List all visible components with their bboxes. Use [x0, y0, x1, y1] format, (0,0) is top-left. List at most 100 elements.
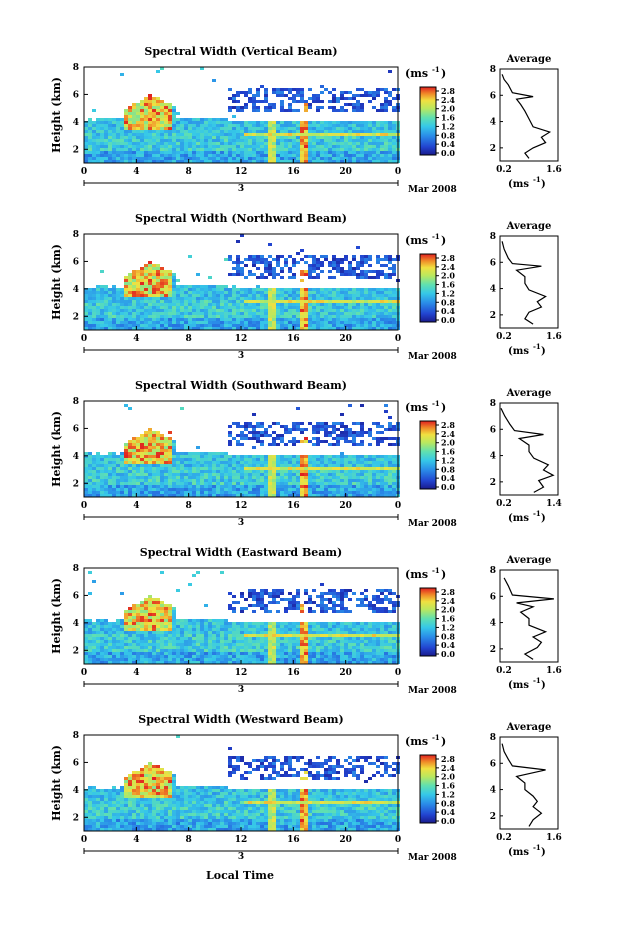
x-tick-label: 16 [287, 334, 300, 344]
colorbar-unit: (ms [405, 735, 428, 748]
panel-4: Spectral Width (Eastward Beam) 2 4 6 8 Height… [50, 546, 562, 696]
average-y-tick-label: 6 [490, 592, 496, 602]
y-tick-label: 8 [73, 564, 79, 574]
heatmap-cells [84, 571, 400, 664]
colorbar-tick-label: 1.6 [441, 447, 455, 457]
colorbar-unit-exponent: -1 [432, 733, 440, 742]
average-title: Average [506, 54, 552, 65]
colorbar-tick-label: 0.0 [441, 482, 455, 492]
colorbar-unit-exponent: -1 [432, 566, 440, 575]
colorbar-unit-close: ) [441, 568, 446, 581]
average-x-unit-close: ) [541, 680, 546, 691]
x-tick-label: 0 [81, 334, 87, 344]
y-axis-label: Height (km) [50, 244, 63, 320]
colorbar [419, 420, 437, 490]
colorbar-tick-label: 2.8 [441, 86, 455, 96]
average-y-tick-label: 8 [490, 733, 496, 743]
x-tick-label: 4 [133, 501, 139, 511]
y-tick-label: 2 [73, 145, 79, 155]
average-x-unit-close: ) [541, 847, 546, 858]
average-y-tick-label: 8 [490, 232, 496, 242]
colorbar-tick-label: 0.8 [441, 130, 455, 140]
date-day-label: 3 [238, 351, 244, 361]
x-tick-label: 0 [395, 167, 401, 177]
y-tick-label: 4 [73, 786, 79, 796]
y-tick-label: 4 [73, 452, 79, 462]
average-profile-line [501, 74, 552, 159]
x-tick-label: 12 [235, 167, 248, 177]
panel-title: Spectral Width (Northward Beam) [135, 212, 347, 225]
x-tick-label: 20 [339, 167, 352, 177]
average-x-tick-label: 0.2 [496, 499, 512, 509]
average-x-unit-exponent: -1 [533, 509, 541, 518]
x-tick-label: 8 [186, 501, 192, 511]
date-day-label: 3 [238, 518, 244, 528]
x-tick-label: 4 [133, 668, 139, 678]
average-profile-line [501, 743, 546, 827]
average-y-tick-label: 2 [490, 478, 496, 488]
average-y-tick-label: 4 [490, 452, 496, 462]
x-tick-label: 20 [339, 501, 352, 511]
average-x-unit-exponent: -1 [533, 175, 541, 184]
colorbar-tick-label: 2.4 [441, 429, 455, 439]
colorbar-tick-label: 0.8 [441, 798, 455, 808]
average-x-tick-label: 1.6 [546, 332, 562, 342]
x-tick-label: 16 [287, 668, 300, 678]
average-y-tick-label: 4 [490, 285, 496, 295]
average-x-unit-close: ) [541, 179, 546, 190]
date-day-label: 3 [238, 852, 244, 862]
x-tick-label: 16 [287, 835, 300, 845]
average-x-unit: (ms [508, 513, 529, 524]
average-title: Average [506, 722, 552, 733]
panels-group: Spectral Width (Vertical Beam) 2 4 6 8 Height… [50, 45, 562, 863]
colorbar-tick-label: 2.4 [441, 262, 455, 272]
colorbar-tick-label: 2.8 [441, 420, 455, 430]
y-tick-label: 8 [73, 397, 79, 407]
x-tick-label: 16 [287, 501, 300, 511]
average-y-tick-label: 2 [490, 645, 496, 655]
colorbar-unit-close: ) [441, 67, 446, 80]
average-x-tick-label: 1.6 [546, 666, 562, 676]
colorbar-tick-label: 1.2 [441, 789, 455, 799]
average-x-unit: (ms [508, 346, 529, 357]
date-month-year-label: Mar 2008 [408, 686, 457, 696]
x-tick-label: 0 [395, 835, 401, 845]
average-frame [499, 68, 559, 162]
average-frame [499, 736, 559, 830]
y-axis-label: Height (km) [50, 77, 63, 153]
colorbar-tick-label: 2.0 [441, 605, 455, 615]
colorbar-tick-label: 2.4 [441, 596, 455, 606]
average-y-tick-label: 8 [490, 566, 496, 576]
average-x-unit: (ms [508, 680, 529, 691]
average-y-tick-label: 8 [490, 399, 496, 409]
colorbar-tick-label: 2.8 [441, 253, 455, 263]
colorbar-unit-exponent: -1 [432, 232, 440, 241]
colorbar-tick-label: 0.4 [441, 640, 455, 650]
x-tick-label: 0 [395, 501, 401, 511]
y-tick-label: 6 [73, 591, 79, 601]
average-y-tick-label: 8 [490, 65, 496, 75]
colorbar-unit: (ms [405, 401, 428, 414]
average-y-tick-label: 6 [490, 258, 496, 268]
x-tick-label: 8 [186, 668, 192, 678]
panel-title: Spectral Width (Eastward Beam) [140, 546, 342, 559]
panel-3: Spectral Width (Southward Beam) 2 4 6 8 Heigh… [50, 379, 562, 529]
colorbar [419, 587, 437, 657]
colorbar-tick-label: 2.0 [441, 104, 455, 114]
bottom-xlabel: Local Time [206, 869, 274, 882]
average-y-tick-label: 2 [490, 311, 496, 321]
colorbar [419, 754, 437, 824]
average-y-tick-label: 6 [490, 759, 496, 769]
average-x-unit: (ms [508, 847, 529, 858]
y-tick-label: 6 [73, 758, 79, 768]
panel-title: Spectral Width (Southward Beam) [135, 379, 347, 392]
colorbar-tick-label: 0.4 [441, 807, 455, 817]
x-tick-label: 8 [186, 334, 192, 344]
y-tick-label: 4 [73, 118, 79, 128]
colorbar-tick-label: 1.6 [441, 280, 455, 290]
average-x-tick-label: 0.2 [496, 165, 512, 175]
x-tick-label: 12 [235, 501, 248, 511]
y-tick-label: 2 [73, 646, 79, 656]
average-x-tick-label: 0.2 [496, 666, 512, 676]
y-tick-label: 8 [73, 731, 79, 741]
